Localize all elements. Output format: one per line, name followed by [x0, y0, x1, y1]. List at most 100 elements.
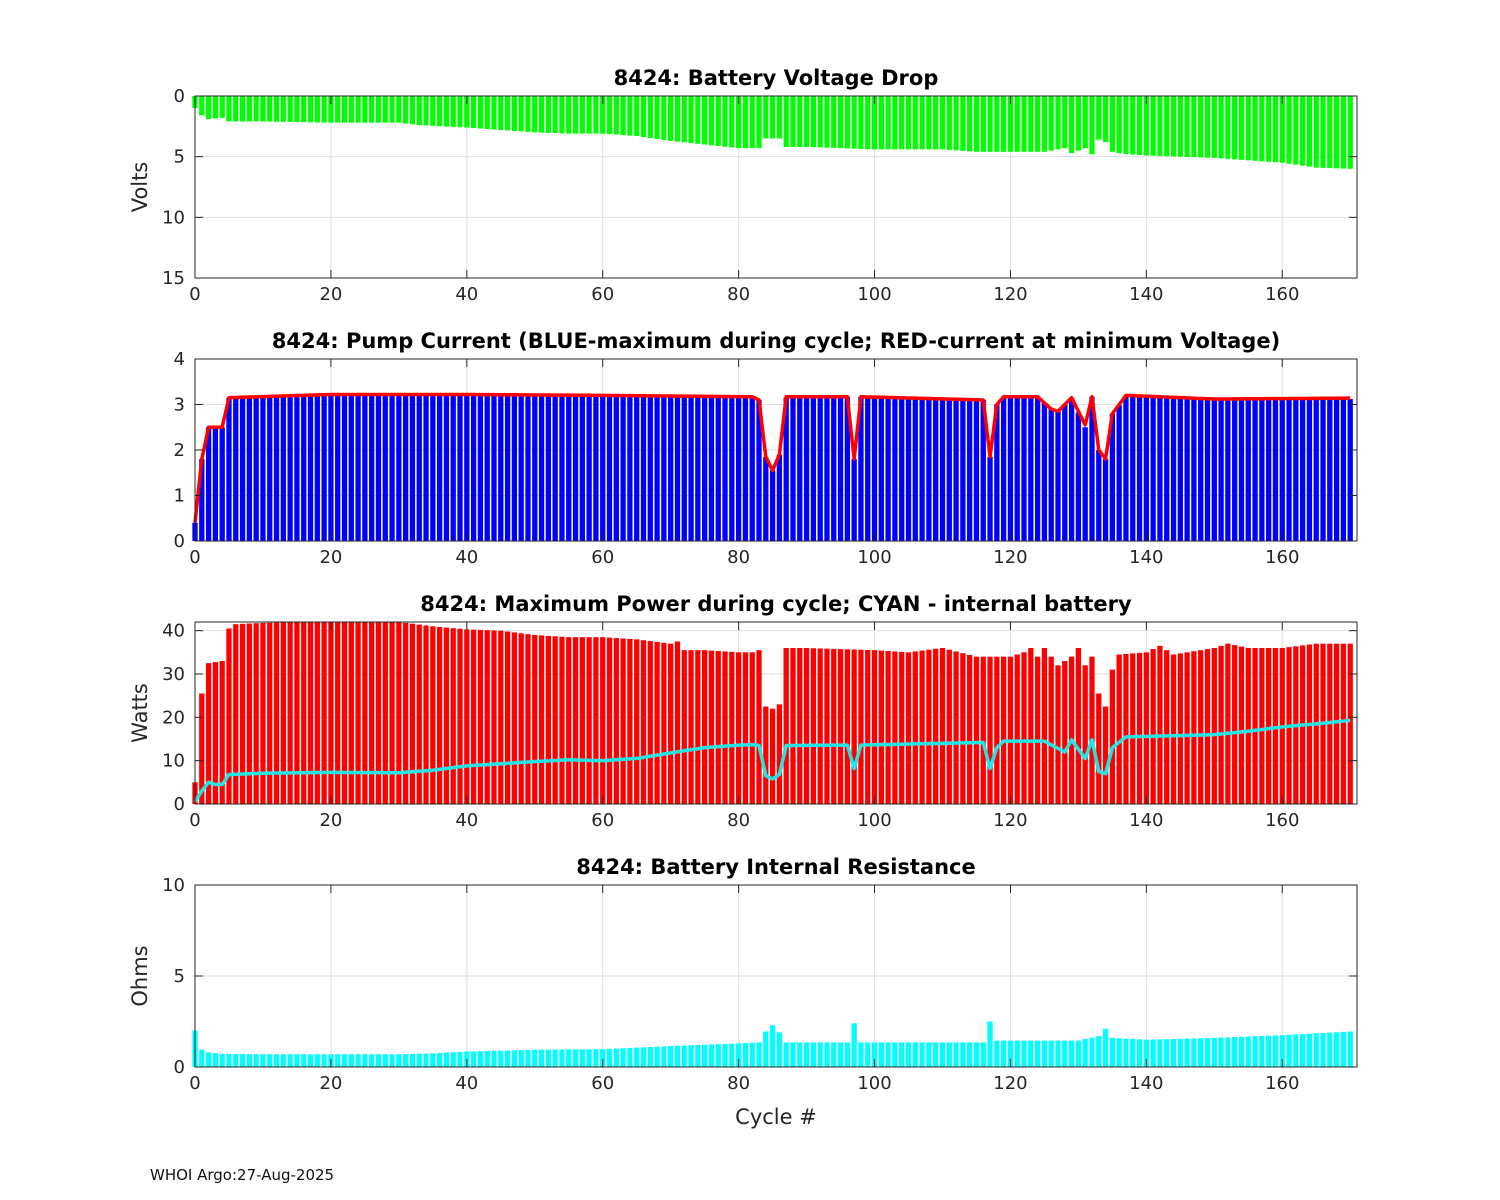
- bar: [1259, 1035, 1265, 1067]
- bar: [450, 1052, 456, 1067]
- panel-3: 0 20 40 60 80 100 120 140 160 0 10 20 30 40 8424: Maxi…: [128, 592, 1358, 831]
- bar: [797, 648, 803, 804]
- bar: [674, 96, 681, 142]
- bar: [688, 650, 694, 804]
- bar: [464, 395, 470, 541]
- bar: [253, 623, 259, 804]
- bar: [1089, 396, 1095, 541]
- bar: [797, 1042, 803, 1067]
- bar: [1075, 648, 1082, 804]
- bar: [1218, 645, 1224, 804]
- bar: [436, 1052, 443, 1067]
- bar: [1000, 656, 1007, 804]
- bar: [1204, 399, 1211, 541]
- bar: [199, 96, 205, 116]
- bar: [933, 96, 939, 150]
- bar: [640, 640, 647, 804]
- bar: [695, 396, 701, 541]
- bar: [511, 632, 518, 804]
- bar: [409, 1053, 416, 1067]
- bar: [837, 396, 844, 541]
- bar: [674, 396, 681, 541]
- x-tick-label: 40: [455, 284, 478, 305]
- bar: [878, 397, 884, 541]
- bar: [464, 96, 470, 128]
- x-tick-label: 20: [319, 284, 342, 305]
- bar: [457, 96, 463, 128]
- bar: [824, 648, 830, 804]
- bar: [790, 1042, 796, 1067]
- bar: [1143, 96, 1149, 156]
- bar: [1116, 654, 1122, 804]
- bar: [1313, 1033, 1319, 1067]
- x-tick-label: 100: [857, 547, 891, 568]
- bar: [409, 395, 416, 541]
- bar: [1062, 661, 1068, 804]
- bar: [776, 96, 783, 139]
- bar: [722, 396, 728, 541]
- bar: [654, 395, 660, 541]
- bar: [1333, 643, 1340, 804]
- y-tick-label: 10: [162, 875, 185, 896]
- bar: [1123, 653, 1129, 804]
- bar: [600, 1049, 606, 1067]
- bar: [1062, 1040, 1068, 1067]
- bar: [579, 96, 585, 134]
- bar: [430, 1053, 436, 1067]
- bar: [933, 1042, 939, 1067]
- bar: [1021, 396, 1027, 541]
- bar: [586, 395, 592, 541]
- bar: [627, 395, 633, 541]
- y-tick-label: 40: [162, 621, 185, 642]
- bar: [640, 395, 647, 541]
- bar: [1198, 399, 1204, 541]
- bar: [1177, 653, 1183, 804]
- bar: [511, 1050, 518, 1067]
- bar: [199, 693, 205, 804]
- bar: [654, 96, 660, 139]
- bar: [219, 427, 225, 541]
- bar: [960, 653, 966, 804]
- bar: [579, 1049, 585, 1067]
- bar: [362, 96, 368, 123]
- bar: [1102, 706, 1109, 804]
- axes-frame: [194, 95, 1358, 279]
- bar: [443, 627, 450, 804]
- bar: [912, 1042, 918, 1067]
- bar: [953, 1042, 959, 1067]
- bar: [1123, 1038, 1129, 1067]
- bar: [525, 96, 531, 132]
- bar: [355, 395, 361, 541]
- x-tick-label: 160: [1265, 284, 1299, 305]
- bar: [1021, 652, 1027, 804]
- bar: [212, 1053, 219, 1067]
- bar: [355, 1054, 361, 1067]
- bar: [946, 96, 952, 150]
- bar: [702, 396, 708, 541]
- bar: [273, 1054, 280, 1067]
- bar: [946, 649, 952, 804]
- bar: [1034, 396, 1041, 541]
- bar: [518, 395, 524, 541]
- bar: [892, 96, 898, 150]
- bar: [572, 1049, 579, 1067]
- bar: [668, 643, 674, 804]
- bar: [1136, 652, 1143, 805]
- bar: [1130, 397, 1136, 541]
- bar: [233, 397, 239, 541]
- bar: [1198, 1038, 1204, 1067]
- bar: [212, 427, 219, 541]
- bar: [545, 96, 552, 133]
- bar: [1225, 96, 1231, 159]
- bar: [953, 651, 959, 804]
- bar: [994, 96, 1000, 152]
- bar: [634, 639, 640, 804]
- bar: [946, 1042, 952, 1067]
- bar: [1272, 96, 1279, 163]
- bar: [314, 622, 320, 804]
- bar: [1245, 1036, 1251, 1067]
- bar: [688, 396, 694, 541]
- bar: [389, 1054, 395, 1067]
- bar: [260, 396, 266, 541]
- bar: [369, 1054, 375, 1067]
